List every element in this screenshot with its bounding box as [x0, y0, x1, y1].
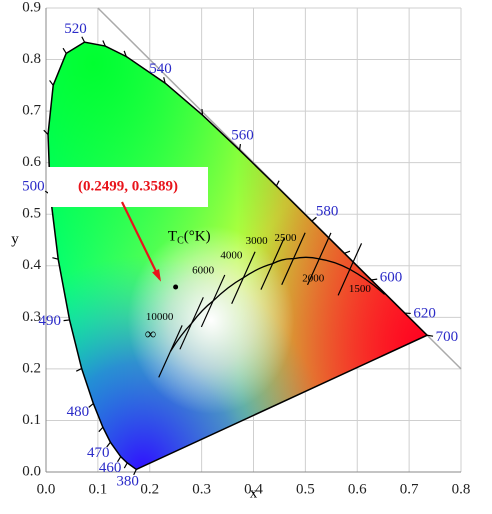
temperature-label: 2500 [274, 232, 297, 244]
wavelength-label: 480 [67, 404, 90, 420]
locus-tick [371, 279, 377, 280]
wavelength-label: 470 [87, 445, 110, 461]
wavelength-label: 500 [22, 178, 45, 194]
annotation: (0.2499, 0.3589) [78, 178, 178, 194]
y-tick-label: 0.8 [22, 51, 41, 67]
wavelength-label: 540 [149, 61, 172, 77]
temperature-label: 10000 [146, 311, 174, 323]
locus-tick [276, 181, 279, 186]
wavelength-label: 700 [436, 329, 459, 345]
y-tick-label: 0.2 [22, 360, 41, 376]
tc-label: TC(°K) [168, 229, 211, 247]
x-tick-label: 0.6 [348, 481, 367, 497]
temperature-label: 2000 [302, 272, 325, 284]
wavelength-label: 490 [38, 313, 61, 329]
locus-tick [50, 80, 54, 85]
x-axis-label: x [250, 485, 258, 501]
locus-tick [89, 404, 94, 408]
x-tick-label: 0.3 [192, 481, 211, 497]
wavelength-label: 460 [99, 460, 122, 476]
locus-tick [64, 320, 70, 321]
wavelength-label: 520 [64, 21, 87, 37]
x-tick-label: 0.1 [89, 481, 108, 497]
y-axis-label: y [11, 231, 19, 247]
temperature-label: 1500 [349, 283, 372, 295]
locus-tick [99, 427, 103, 431]
temperature-label: 6000 [192, 264, 215, 276]
x-tick-label: 0.7 [400, 481, 419, 497]
temperature-label: 4000 [220, 249, 243, 261]
y-tick-label: 0.9 [22, 0, 41, 15]
y-tick-label: 0.6 [22, 154, 41, 170]
y-tick-label: 0.0 [22, 463, 41, 479]
y-tick-label: 0.5 [22, 206, 41, 222]
locus-tick [124, 463, 127, 468]
wavelength-label: 600 [380, 269, 403, 285]
locus-tick [82, 37, 85, 42]
x-tick-label: 0.0 [37, 481, 56, 497]
temperature-label: 3000 [246, 235, 269, 247]
y-tick-label: 0.7 [22, 103, 41, 119]
x-tick-label: 0.8 [452, 481, 471, 497]
tc-unit: (°K) [184, 229, 211, 245]
temperature-label: ∞ [145, 326, 156, 343]
locus-tick [344, 251, 350, 253]
wavelength-label: 580 [316, 203, 339, 219]
x-tick-label: 0.5 [296, 481, 315, 497]
locus-tick [63, 48, 66, 53]
x-tick-label: 0.2 [140, 481, 159, 497]
wavelength-label: 560 [231, 128, 254, 144]
y-tick-label: 0.4 [22, 257, 41, 273]
data-point [173, 284, 178, 289]
wavelength-label: 620 [413, 305, 436, 321]
y-tick-label: 0.1 [22, 412, 41, 428]
tc-base: T [168, 229, 177, 245]
